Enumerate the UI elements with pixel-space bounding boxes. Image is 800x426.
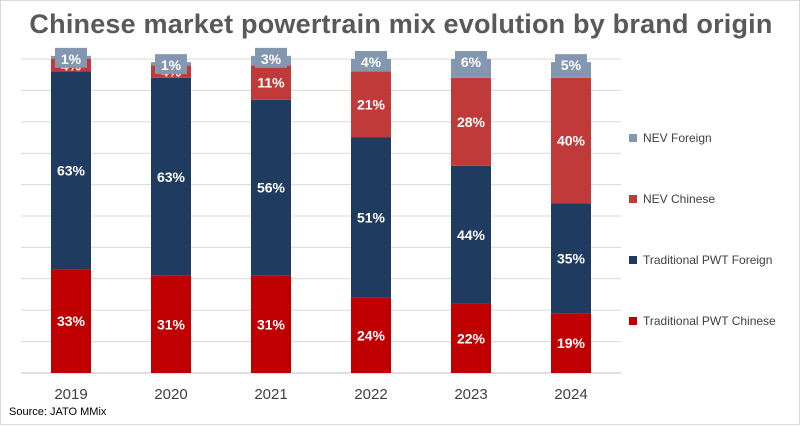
data-label: 31% — [157, 316, 186, 332]
legend-swatch — [629, 195, 637, 203]
bar-traditional-pwt-chinese-2022 — [351, 297, 391, 373]
data-label: 28% — [457, 114, 486, 130]
bar-nev-chinese-2023 — [451, 77, 491, 166]
legend-label: NEV Chinese — [643, 192, 716, 206]
data-label: 3% — [261, 51, 282, 67]
data-label: 24% — [357, 327, 386, 343]
x-tick-label: 2024 — [554, 386, 587, 403]
data-label-box-2023 — [455, 51, 487, 71]
legend-item: NEV Chinese — [629, 192, 715, 206]
bar-traditional-pwt-chinese-2019 — [51, 269, 91, 373]
bar-traditional-pwt-chinese-2024 — [551, 313, 591, 373]
legend-item: Traditional PWT Foreign — [629, 253, 772, 267]
bar-traditional-pwt-foreign-2021 — [251, 99, 291, 276]
bar-traditional-pwt-foreign-2022 — [351, 137, 391, 298]
bar-traditional-pwt-chinese-2023 — [451, 303, 491, 373]
bar-nev-chinese-2024 — [551, 77, 591, 204]
legend-item: NEV Foreign — [629, 131, 712, 145]
data-label: 1% — [61, 51, 82, 67]
x-tick-label: 2021 — [254, 386, 287, 403]
data-label-box-2019 — [55, 47, 87, 68]
x-tick-label: 2022 — [354, 386, 387, 403]
data-label: 63% — [57, 162, 86, 178]
legend-item: Traditional PWT Chinese — [629, 314, 776, 328]
x-tick-label: 2019 — [54, 386, 87, 403]
legend-label: Traditional PWT Chinese — [643, 314, 776, 328]
legend-label: Traditional PWT Foreign — [643, 253, 773, 267]
data-label: 35% — [557, 250, 586, 266]
data-label: 51% — [357, 210, 386, 226]
bar-traditional-pwt-foreign-2020 — [151, 77, 191, 276]
x-tick-label: 2023 — [454, 386, 487, 403]
source-note: Source: JATO MMix — [9, 406, 107, 418]
data-label: 31% — [257, 316, 286, 332]
bar-traditional-pwt-chinese-2020 — [151, 275, 191, 373]
data-label: 22% — [457, 330, 486, 346]
legend-swatch — [629, 134, 637, 142]
data-label: 33% — [57, 313, 86, 329]
legend-swatch — [629, 256, 637, 264]
data-label-box-2024 — [555, 54, 587, 75]
data-label-box-2022 — [355, 51, 387, 71]
data-label: 1% — [161, 57, 182, 73]
bar-traditional-pwt-chinese-2021 — [251, 275, 291, 373]
chart-title: Chinese market powertrain mix evolution … — [29, 9, 773, 39]
bar-nev-chinese-2022 — [351, 71, 391, 138]
data-label-box-2021 — [255, 47, 287, 68]
bar-traditional-pwt-foreign-2024 — [551, 203, 591, 314]
data-label: 63% — [157, 169, 186, 185]
x-tick-label: 2020 — [154, 386, 187, 403]
data-label: 21% — [357, 97, 386, 113]
data-label-box-2020 — [155, 54, 187, 75]
data-label: 44% — [457, 227, 486, 243]
bar-traditional-pwt-foreign-2023 — [451, 165, 491, 304]
legend-swatch — [629, 317, 637, 325]
legend-label: NEV Foreign — [643, 131, 712, 145]
data-label: 56% — [257, 180, 286, 196]
data-label: 11% — [257, 75, 285, 91]
data-label: 19% — [557, 335, 586, 351]
data-label: 4% — [361, 54, 382, 70]
bar-nev-chinese-2021 — [251, 65, 291, 100]
data-label: 5% — [561, 57, 582, 73]
data-label: 6% — [461, 54, 482, 70]
bar-traditional-pwt-foreign-2019 — [51, 71, 91, 270]
data-label: 40% — [557, 133, 586, 149]
